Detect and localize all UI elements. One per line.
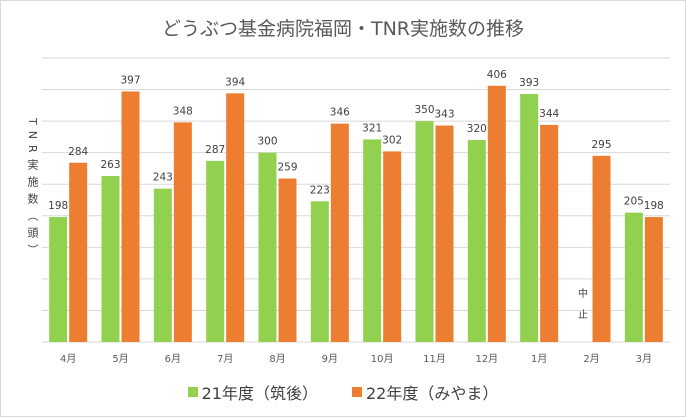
data-label: 397 (120, 74, 140, 86)
x-tick-label: 6月 (165, 353, 181, 365)
data-label: 284 (68, 146, 88, 158)
data-label: 344 (539, 108, 559, 120)
x-tick-label: 4月 (60, 353, 76, 365)
data-label: 300 (257, 136, 277, 148)
bar-21 (206, 160, 225, 342)
legend-swatch-22 (352, 387, 362, 397)
bar-21 (153, 188, 172, 342)
bar-22 (487, 85, 506, 342)
bar-21 (258, 152, 277, 342)
data-label: 321 (362, 122, 382, 134)
legend: 21年度（筑後） 22年度（みやま） (0, 380, 686, 404)
x-tick-label: 2月 (583, 353, 599, 365)
bar-22 (330, 123, 349, 342)
data-label: 295 (591, 139, 611, 151)
legend-label-21: 21年度（筑後） (201, 384, 318, 403)
data-label: 350 (414, 104, 434, 116)
data-label: 346 (330, 107, 350, 119)
bar-21 (363, 139, 382, 342)
bar-22 (540, 124, 559, 342)
legend-label-22: 22年度（みやま） (366, 384, 499, 403)
data-label: 198 (644, 200, 664, 212)
data-label: 198 (48, 200, 68, 212)
x-tick-label: 12月 (475, 353, 498, 365)
bar-22 (592, 155, 611, 342)
data-label: 394 (225, 76, 245, 88)
bar-21 (415, 121, 434, 342)
bar-22 (383, 151, 402, 342)
data-label: 320 (467, 123, 487, 135)
data-label: 263 (100, 159, 120, 171)
x-tick-label: 10月 (371, 353, 394, 365)
bar-21 (49, 217, 68, 342)
annotation-cancelled: 中止 (578, 289, 588, 321)
data-label: 406 (487, 69, 507, 81)
x-tick-label: 8月 (269, 353, 285, 365)
y-axis-label: TNR実施数（頭） (26, 118, 39, 261)
data-label: 259 (277, 162, 297, 174)
bar-22 (226, 93, 245, 342)
legend-item-22: 22年度（みやま） (352, 380, 498, 404)
x-tick-label: 7月 (217, 353, 233, 365)
bar-21 (520, 93, 539, 343)
data-label: 393 (519, 77, 539, 89)
x-tick-label: 5月 (112, 353, 128, 365)
bar-21 (467, 140, 486, 342)
legend-swatch-21 (187, 387, 198, 397)
data-label: 343 (434, 109, 454, 121)
data-label: 287 (205, 144, 225, 156)
bar-21 (310, 201, 329, 342)
bar-22 (644, 217, 663, 342)
data-label: 223 (310, 184, 330, 196)
x-tick-label: 3月 (636, 353, 652, 365)
x-tick-label: 11月 (423, 353, 446, 365)
data-label: 205 (624, 196, 644, 208)
chart-title: どうぶつ基金病院福岡・TNR実施数の推移 (161, 18, 525, 40)
data-label: 348 (173, 105, 193, 117)
data-label: 243 (153, 172, 173, 184)
bar-21 (101, 176, 120, 342)
bar-22 (173, 122, 192, 342)
data-label: 302 (382, 134, 402, 146)
bar-22 (69, 162, 88, 342)
x-tick-label: 1月 (531, 353, 547, 365)
bar-22 (278, 178, 297, 342)
bar-22 (121, 91, 140, 343)
bar-22 (435, 125, 454, 342)
legend-item-21: 21年度（筑後） (187, 380, 318, 404)
x-tick-label: 9月 (322, 353, 338, 365)
bar-21 (624, 212, 643, 342)
